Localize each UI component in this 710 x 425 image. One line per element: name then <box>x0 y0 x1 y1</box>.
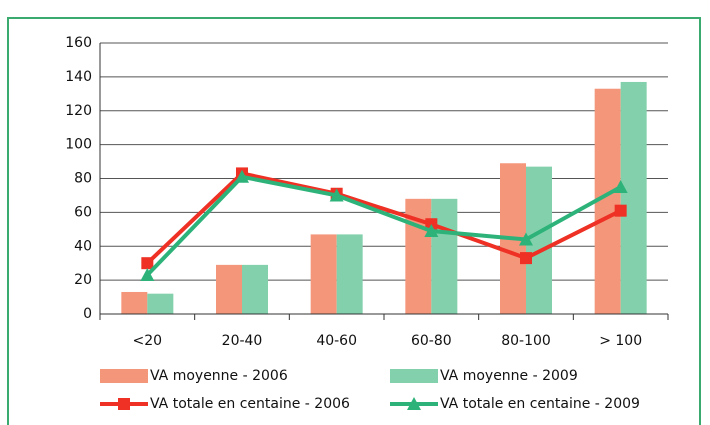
legend-label: VA moyenne - 2006 <box>150 368 288 384</box>
marker <box>118 398 130 410</box>
x-tick-label: 80-100 <box>501 333 551 349</box>
bar <box>216 264 242 314</box>
y-tick-label: 140 <box>65 69 92 85</box>
bar <box>594 88 621 314</box>
y-tick-label: 100 <box>65 137 92 153</box>
bar <box>620 81 647 314</box>
x-tick-label: 40-60 <box>316 333 357 349</box>
y-tick-label: 80 <box>74 171 92 187</box>
y-tick-label: 20 <box>74 272 92 288</box>
marker <box>614 204 627 217</box>
marker <box>329 188 344 202</box>
marker <box>141 257 154 270</box>
bar <box>526 166 552 314</box>
y-tick-label: 120 <box>65 103 92 119</box>
bar <box>431 198 458 314</box>
y-tick-label: 40 <box>74 238 92 254</box>
legend-label: VA totale en centaine - 2009 <box>440 396 640 412</box>
marker <box>235 169 249 183</box>
marker <box>407 397 421 410</box>
x-tick-label: <20 <box>133 333 163 349</box>
marker <box>424 224 439 238</box>
x-tick-label: 20-40 <box>222 333 263 349</box>
legend-label: VA moyenne - 2009 <box>440 368 578 384</box>
bar <box>336 234 363 314</box>
y-tick-label: 0 <box>83 306 92 322</box>
bar <box>147 293 174 314</box>
line <box>145 171 622 265</box>
legend-label: VA totale en centaine - 2006 <box>150 396 350 412</box>
x-tick-label: 60-80 <box>411 333 452 349</box>
frame <box>7 17 701 425</box>
x-tick-label: > 100 <box>599 333 642 349</box>
line <box>145 174 622 277</box>
marker <box>613 179 628 193</box>
y-tick-label: 60 <box>74 204 92 220</box>
legend-swatch <box>390 369 438 383</box>
bar <box>242 264 268 314</box>
marker <box>140 268 155 282</box>
bar <box>310 234 337 314</box>
marker <box>520 252 532 265</box>
legend-swatch <box>100 369 148 383</box>
bar <box>121 291 148 314</box>
y-tick-label: 160 <box>65 35 92 51</box>
marker <box>519 232 533 246</box>
